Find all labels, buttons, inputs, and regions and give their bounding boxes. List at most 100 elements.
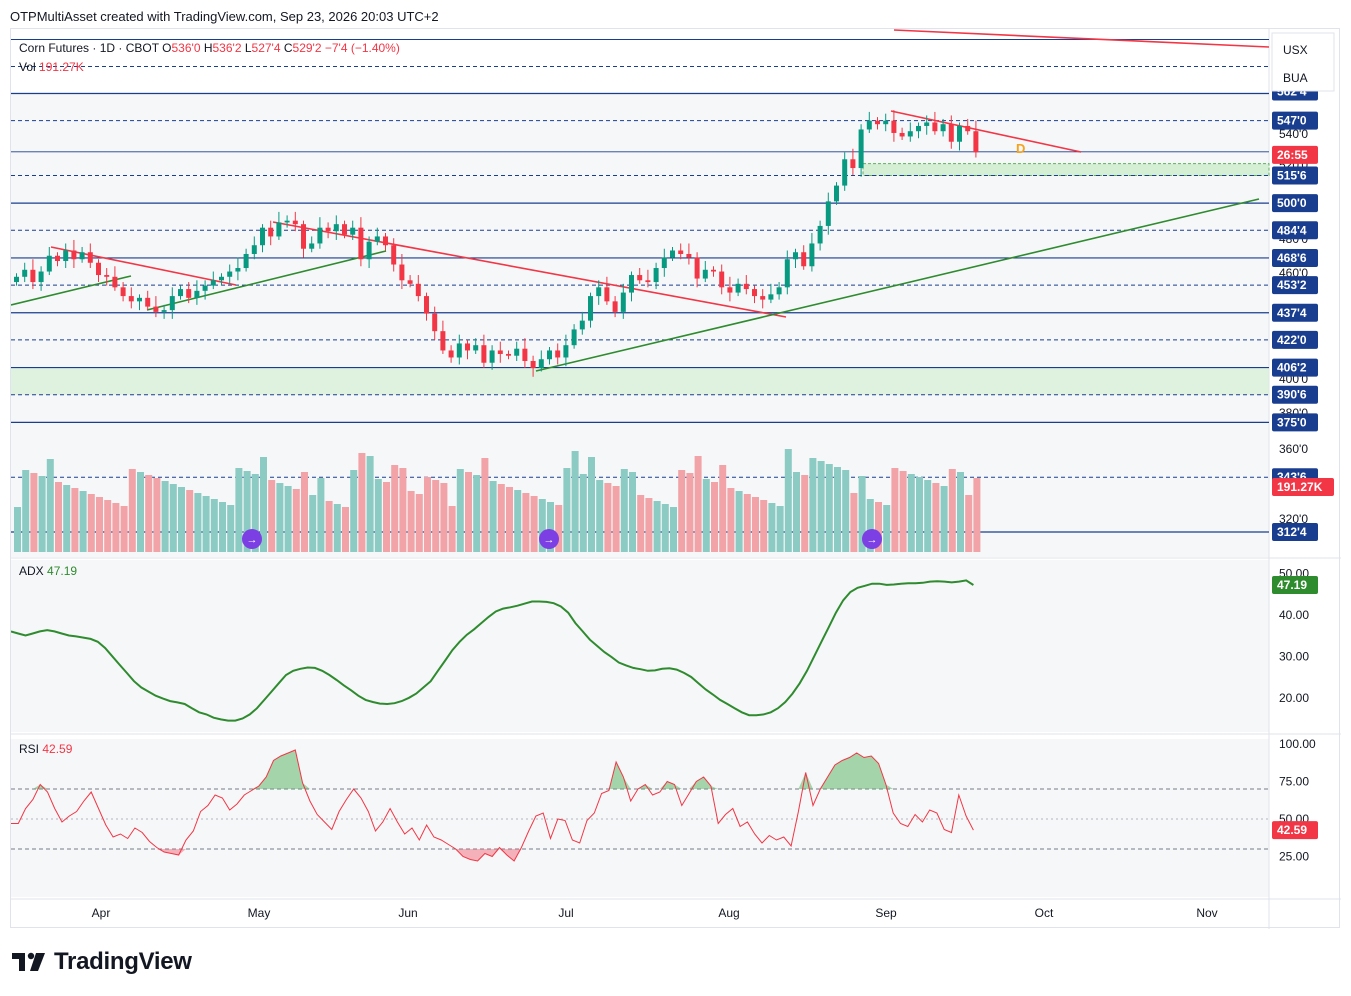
volume-label-text: 191.27K (1277, 480, 1323, 494)
volume-bar (55, 482, 62, 552)
volume-bar (801, 475, 809, 552)
chart-frame[interactable]: → → → D Apr May Jun Jul Aug Sep Oct Nov 540'0 520'0 4… (10, 28, 1341, 929)
candle-body (104, 275, 110, 277)
volume-bar (268, 480, 276, 552)
candle-body (38, 271, 44, 283)
volume-bar (702, 479, 710, 552)
x-tick-label: Jun (398, 906, 417, 920)
candle-body (522, 348, 528, 361)
price-pane-shade (11, 92, 1269, 557)
x-tick-label: May (248, 906, 271, 920)
candle-body (686, 253, 692, 258)
volume-bar (325, 501, 333, 552)
volume-bar (424, 477, 431, 552)
x-tick-label: Nov (1196, 906, 1217, 920)
candle (686, 243, 692, 265)
level-label: 406'2 (1272, 358, 1318, 377)
volume-bar (210, 499, 218, 552)
candle-body (858, 129, 864, 169)
candle (145, 290, 151, 311)
y-tick-label: 360'0 (1279, 442, 1308, 456)
candle-body (161, 310, 167, 312)
candle (194, 280, 200, 305)
volume-bar (301, 472, 308, 552)
candle (817, 220, 823, 251)
candle (899, 127, 905, 140)
candle (38, 266, 44, 291)
volume-bar (186, 490, 194, 552)
candle (186, 282, 192, 304)
volume-bar (71, 488, 79, 552)
candle-body (63, 250, 69, 262)
level-label-text: 500'0 (1277, 196, 1307, 210)
volume-bar (579, 474, 587, 552)
currency-option[interactable]: BUA (1283, 71, 1308, 85)
currency-option[interactable]: USX (1283, 43, 1308, 57)
candle-body (342, 224, 347, 235)
candle-body (784, 259, 790, 288)
volume-bar (973, 478, 981, 552)
event-marker-circle (539, 529, 559, 549)
volume-legend: Vol 191.27K (19, 60, 84, 74)
volume-bar (120, 506, 128, 552)
volume-bar (817, 461, 825, 552)
change-value: −7'4 (−1.40%) (325, 41, 400, 55)
volume-bar (391, 465, 399, 552)
adx-value-label-box (1272, 575, 1318, 594)
volume-bar (178, 487, 185, 552)
rsi-title: RSI (19, 742, 42, 756)
candle-body (940, 124, 946, 132)
volume-bar (497, 484, 505, 552)
volume-bar (776, 506, 784, 552)
candle-body (178, 289, 183, 297)
candle (620, 283, 626, 319)
candle (629, 271, 634, 302)
low-value: 527'4 (252, 41, 284, 55)
x-tick-label: Aug (718, 906, 739, 920)
candle-body (678, 250, 684, 254)
level-label: 484'4 (1272, 221, 1318, 240)
candle (104, 268, 110, 286)
candle (637, 268, 643, 284)
candle-body (202, 285, 208, 291)
candle (112, 266, 118, 291)
candle-body (407, 280, 413, 284)
candle (948, 115, 954, 149)
candle-body (891, 120, 897, 133)
level-label: 515'6 (1272, 166, 1318, 185)
candle (506, 350, 511, 360)
level-label: 390'6 (1272, 385, 1318, 404)
candle (415, 275, 421, 302)
volume-bar (612, 486, 620, 552)
candle-body (842, 159, 848, 186)
rsi-pane (11, 739, 1269, 897)
level-label: 547'0 (1272, 111, 1318, 130)
tradingview-logo[interactable]: TradingView (12, 948, 192, 976)
candle-body (907, 131, 913, 137)
candle-body (637, 275, 643, 281)
candle (210, 271, 216, 290)
candle-body (46, 255, 52, 272)
volume-bar (46, 459, 54, 552)
volume-bar (629, 472, 636, 552)
candle (883, 113, 889, 132)
candle (604, 276, 610, 305)
candle-body (309, 243, 315, 249)
chart-canvas[interactable]: → → →D Apr May Jun Jul Aug Sep Oct Nov540'0520'04… (10, 29, 1341, 929)
volume-bar (112, 503, 120, 552)
candle (678, 243, 684, 260)
rsi-line (11, 749, 974, 862)
candle-body (333, 224, 339, 232)
candle (473, 338, 479, 354)
candle-body (243, 253, 249, 269)
candle-body (735, 283, 741, 293)
candle-body (481, 345, 487, 363)
level-label-box (1272, 248, 1318, 267)
candle-body (612, 301, 618, 312)
support-zone (11, 367, 1269, 395)
volume-bar (407, 491, 415, 552)
close-label: C (284, 41, 293, 55)
candle-body (743, 283, 749, 290)
candle-body (752, 289, 757, 297)
event-marker-icon: → (867, 534, 878, 546)
